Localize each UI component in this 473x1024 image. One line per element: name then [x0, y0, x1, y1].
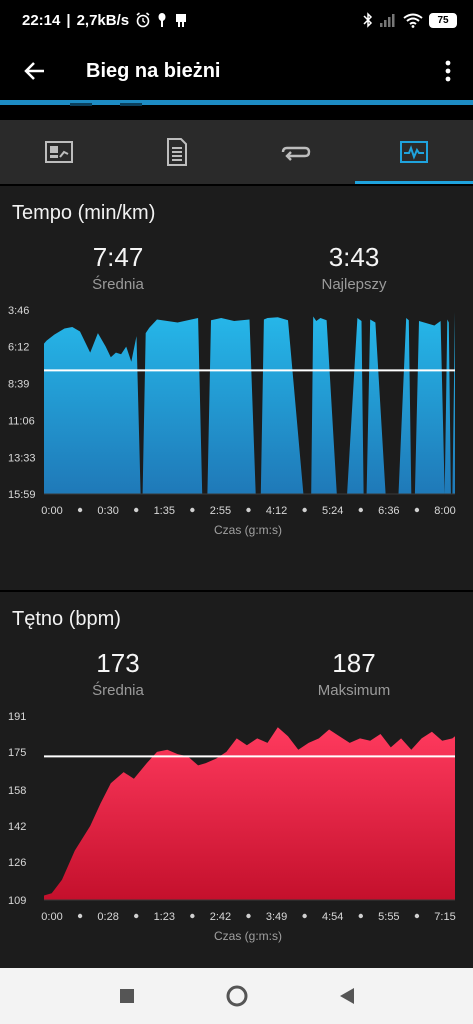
- pace-x-tick-dot: [134, 507, 139, 513]
- tab-charts[interactable]: [354, 120, 473, 184]
- pace-x-tick-label: 5:24: [322, 505, 343, 517]
- hr-x-tick-label: 3:49: [266, 911, 287, 923]
- status-left: 22:14 | 2,7kB/s: [22, 12, 189, 29]
- hr-y-tick-label: 175: [8, 747, 26, 759]
- hr-x-tick-dot: [77, 913, 83, 919]
- hr-x-tick-dot: [358, 913, 363, 919]
- heart-rate-chart: 191 175 158 142 126 109 0:00 0:28 1:23 2:42 3:49 4:…: [8, 711, 456, 943]
- hr-average-label: Średnia: [92, 682, 144, 699]
- pace-chart: 3:46 6:12 8:39 11:06 13:33 15:59 0:00 0:30 1:35 2…: [8, 305, 456, 537]
- hr-x-tick-label: 7:15: [434, 911, 455, 923]
- bluetooth-icon: [363, 12, 373, 28]
- pace-y-tick-label: 8:39: [8, 379, 29, 391]
- hr-x-tick-label: 1:23: [154, 911, 175, 923]
- pace-x-axis-title: Czas (g:m:s): [214, 523, 282, 537]
- tab-stats[interactable]: [0, 120, 118, 184]
- activity-tabs: [0, 120, 473, 184]
- home-icon: [226, 985, 247, 1007]
- more-options-button[interactable]: [423, 40, 473, 102]
- pace-best-value: 3:43: [328, 242, 380, 272]
- hr-max-label: Maksimum: [317, 682, 391, 699]
- hr-x-axis-title: Czas (g:m:s): [214, 929, 282, 943]
- pace-y-tick-label: 13:33: [8, 452, 36, 464]
- pace-x-tick-label: 1:35: [154, 505, 175, 517]
- hr-x-tick-label: 5:55: [378, 911, 399, 923]
- laps-loop-icon: [281, 146, 310, 161]
- hr-y-tick-label: 158: [8, 785, 26, 797]
- hr-x-tick-label: 0:00: [41, 911, 62, 923]
- system-back-button[interactable]: [327, 976, 367, 1016]
- pace-area-series: [44, 312, 455, 494]
- more-vert-icon: [445, 60, 451, 82]
- pace-x-tick-label: 0:30: [97, 505, 118, 517]
- app-bar: Bieg na bieżni: [0, 40, 473, 102]
- status-net-speed: 2,7kB/s: [76, 11, 130, 29]
- stats-card-icon: [45, 141, 74, 163]
- pace-y-tick-label: 3:46: [8, 305, 29, 317]
- pace-x-tick-label: 4:12: [266, 505, 287, 517]
- home-button[interactable]: [217, 976, 257, 1016]
- hr-x-tick-dot: [302, 913, 307, 919]
- hr-max-value: 187: [332, 648, 376, 678]
- pace-x-tick-label: 6:36: [378, 505, 399, 517]
- hr-x-tick-dot: [246, 913, 251, 919]
- hr-x-tick-label: 0:28: [97, 911, 118, 923]
- status-right: 75: [363, 12, 457, 28]
- hr-average-value: 173: [96, 648, 140, 678]
- details-list-icon: [167, 138, 188, 166]
- pace-y-tick-label: 15:59: [8, 489, 36, 501]
- pace-x-tick-dot: [246, 507, 251, 513]
- alarm-icon: [136, 12, 150, 28]
- pace-average-value: 7:47: [92, 242, 144, 272]
- pace-average-label: Średnia: [92, 276, 144, 293]
- pace-x-tick-dot: [358, 507, 363, 513]
- charts-icon: [399, 141, 428, 163]
- notification-icon: [158, 13, 166, 27]
- status-bar: 22:14 | 2,7kB/s: [0, 0, 473, 40]
- hr-area-series: [44, 727, 455, 900]
- strip-marker: [120, 103, 142, 106]
- signal-icon: [380, 14, 395, 27]
- battery-icon: 75: [429, 12, 457, 28]
- hr-x-tick-dot: [190, 913, 195, 919]
- pace-x-tick-dot: [302, 507, 307, 513]
- wifi-icon: [403, 13, 423, 28]
- pace-x-tick-dot: [414, 507, 420, 513]
- pace-panel: Tempo (min/km) 7:47 Średnia 3:43 Najleps…: [0, 186, 473, 590]
- hr-y-tick-label: 191: [8, 711, 26, 723]
- pace-x-tick-label: 8:00: [434, 505, 455, 517]
- hr-x-tick-label: 4:54: [322, 911, 343, 923]
- hr-title: Tętno (bpm): [12, 608, 121, 630]
- recent-apps-icon: [119, 989, 134, 1003]
- pace-x-tick-dot: [77, 507, 83, 513]
- hr-y-tick-label: 142: [8, 821, 26, 833]
- pace-x-tick-label: 2:55: [210, 505, 231, 517]
- pace-title: Tempo (min/km): [12, 202, 156, 224]
- back-arrow-icon: [24, 62, 44, 80]
- hr-x-tick-label: 2:42: [210, 911, 231, 923]
- hr-x-tick-dot: [134, 913, 139, 919]
- pace-y-tick-label: 11:06: [8, 415, 35, 427]
- recent-apps-button[interactable]: [107, 976, 147, 1016]
- strip-marker: [70, 103, 92, 106]
- system-nav-bar: [0, 968, 473, 1024]
- hr-y-tick-label: 109: [8, 895, 26, 907]
- page-title: Bieg na bieżni: [86, 59, 221, 82]
- back-button[interactable]: [0, 40, 70, 102]
- status-separator: |: [66, 11, 71, 29]
- tab-laps[interactable]: [237, 120, 355, 184]
- pace-best-label: Najlepszy: [321, 276, 387, 293]
- hr-x-tick-dot: [414, 913, 420, 919]
- pace-x-tick-label: 0:00: [41, 505, 62, 517]
- hr-y-tick-label: 126: [8, 857, 26, 869]
- header-accent-strip: [0, 100, 473, 106]
- pace-y-tick-label: 6:12: [8, 342, 29, 354]
- status-time: 22:14: [22, 11, 61, 29]
- tab-details[interactable]: [118, 120, 236, 184]
- garmin-icon: [176, 14, 187, 27]
- back-icon: [339, 988, 354, 1004]
- pace-x-tick-dot: [190, 507, 195, 513]
- heart-rate-panel: Tętno (bpm) 173 Średnia 187 Maksimum 191…: [0, 592, 473, 968]
